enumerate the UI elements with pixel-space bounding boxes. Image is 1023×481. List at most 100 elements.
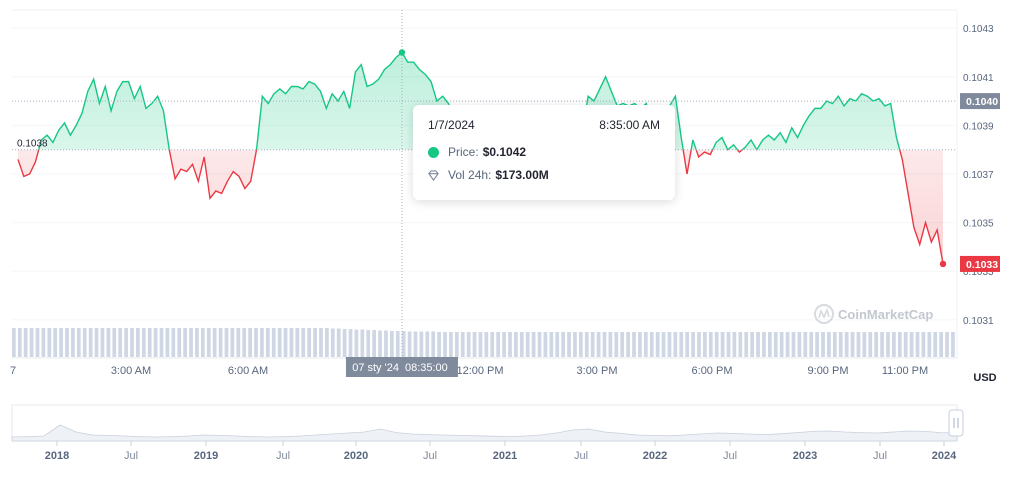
x-tick-label: 9:00 PM	[808, 365, 849, 377]
volume-bar	[602, 332, 607, 357]
volume-bar	[649, 332, 654, 357]
volume-bar	[118, 328, 123, 357]
price-dot-icon	[428, 146, 439, 158]
volume-bar	[65, 328, 69, 357]
volume-bar	[224, 328, 229, 357]
volume-bar	[301, 328, 306, 357]
y-tick-label: 0.1041	[963, 73, 994, 84]
volume-bar	[638, 332, 642, 357]
volume-bar	[348, 329, 353, 357]
volume-bar	[47, 328, 52, 357]
volume-bar	[720, 332, 725, 357]
volume-bar	[927, 332, 932, 357]
navigator-tick-label: Jul	[574, 450, 588, 462]
hover-price-badge: 0.1040	[966, 96, 998, 108]
last-price-badge-bg	[960, 255, 1000, 272]
navigator-area	[11, 424, 958, 442]
volume-bar	[106, 328, 111, 357]
volume-bar	[502, 332, 506, 357]
volume-bar	[460, 332, 465, 357]
volume-bar	[667, 332, 672, 357]
volume-bar	[643, 332, 648, 357]
volume-bar	[319, 328, 323, 357]
watermark-text: CoinMarketCap	[838, 307, 933, 322]
volume-bar	[620, 332, 625, 357]
volume-bar	[265, 328, 270, 357]
volume-bar	[354, 329, 359, 357]
tooltip-time: 8:35:00 AM	[599, 118, 660, 132]
volume-bar	[76, 328, 81, 357]
volume-bar	[590, 332, 595, 357]
volume-bar	[189, 328, 193, 357]
volume-bar	[372, 330, 376, 357]
volume-bar	[738, 332, 743, 357]
tooltip-volume-row: Vol 24h: $173.00M	[428, 168, 549, 182]
volume-bar	[183, 328, 187, 357]
volume-bar	[419, 331, 424, 357]
volume-bar	[514, 332, 518, 357]
tooltip: 1/7/2024 8:35:00 AM Price: $0.1042 Vol 2…	[413, 105, 675, 200]
area-above-open	[18, 52, 943, 150]
volume-bar	[401, 331, 406, 357]
open-price-label: 0.1038	[17, 139, 48, 150]
crosshair-x-time: 08:35:00	[405, 362, 448, 374]
volume-bar	[661, 332, 666, 357]
volume-bar	[130, 328, 134, 357]
volume-bar	[277, 328, 282, 357]
volume-bar	[390, 331, 394, 357]
volume-bar	[703, 332, 707, 357]
volume-bar	[679, 332, 684, 357]
volume-bar	[685, 332, 690, 357]
volume-bar	[573, 332, 577, 357]
volume-bar	[933, 332, 938, 357]
volume-bar	[449, 332, 453, 357]
volume-bar	[673, 332, 678, 357]
x-tick-label: 6:00 PM	[692, 365, 733, 377]
logo-mark	[818, 307, 830, 319]
last-price-point	[939, 260, 947, 268]
volume-bar	[23, 328, 28, 357]
volume-bar	[384, 330, 388, 357]
volume-bar	[773, 332, 778, 357]
volume-bar	[584, 332, 589, 357]
volume-bar	[342, 329, 347, 357]
volume-bar	[691, 332, 695, 357]
price-line-up	[37, 51, 901, 150]
crosshair-x-badge-bg	[345, 357, 458, 377]
volume-bar	[791, 332, 796, 357]
tooltip-volume-label: Vol 24h:	[448, 168, 492, 182]
volume-bar	[838, 332, 843, 357]
x-tick-label: 3:00 AM	[111, 365, 151, 377]
volume-bar	[821, 332, 825, 357]
tooltip-price-label: Price:	[448, 145, 479, 159]
volume-bar	[484, 332, 489, 357]
volume-bar	[850, 332, 855, 357]
volume-bar	[744, 332, 749, 357]
volume-bar	[230, 328, 235, 357]
volume-bar	[726, 332, 731, 357]
volume-bar	[945, 332, 949, 357]
volume-bar	[260, 328, 264, 357]
volume-bar	[136, 328, 140, 357]
volume-bar	[407, 331, 412, 357]
volume-bar	[856, 332, 861, 357]
volume-bar	[147, 328, 152, 357]
volume-bar	[325, 328, 329, 357]
volume-bar	[596, 332, 601, 357]
volume-bar	[360, 329, 365, 357]
hover-price-badge-bg	[960, 93, 1000, 110]
y-tick-label: 0.1031	[963, 316, 994, 327]
x-tick-label: 7	[10, 365, 16, 377]
y-tick-label: 0.1043	[963, 24, 994, 35]
volume-bar	[454, 332, 459, 357]
volume-bar	[880, 332, 884, 357]
volume-bar	[555, 332, 560, 357]
volume-bar	[59, 328, 63, 357]
volume-bar	[141, 328, 146, 357]
diamond-icon	[428, 169, 439, 181]
volume-bar	[626, 332, 630, 357]
volume-bar	[543, 332, 548, 357]
navigator-tick-label: 2019	[194, 450, 218, 462]
